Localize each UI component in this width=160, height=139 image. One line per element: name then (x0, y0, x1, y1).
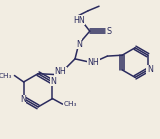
Text: CH₃: CH₃ (63, 101, 77, 107)
Text: N: N (76, 40, 82, 49)
Text: N: N (20, 95, 26, 104)
Text: S: S (107, 27, 112, 36)
Text: N: N (147, 65, 153, 75)
Text: CH₃: CH₃ (0, 73, 12, 79)
Text: NH: NH (54, 67, 66, 76)
Text: N: N (50, 77, 56, 85)
Text: NH: NH (88, 58, 99, 67)
Text: HN: HN (73, 16, 85, 25)
